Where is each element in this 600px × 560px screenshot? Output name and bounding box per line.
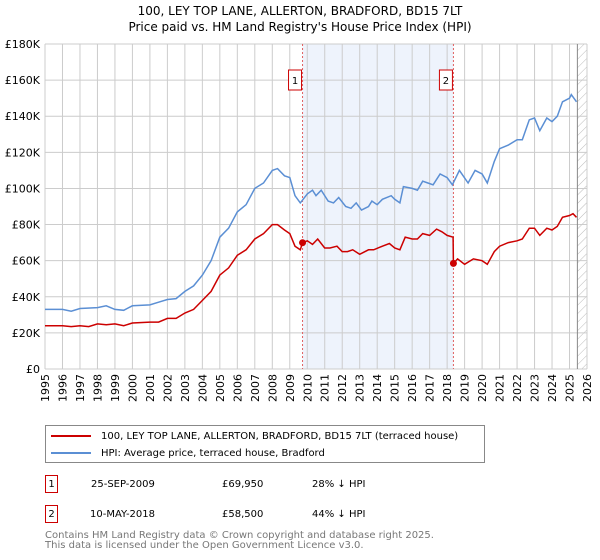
x-tick-label: 2000 (126, 374, 139, 402)
sale-date: 25-SEP-2009 (91, 479, 155, 490)
x-tick-label: 2017 (424, 374, 437, 402)
sale-hpi-diff: 44% ↓ HPI (312, 509, 366, 520)
x-tick-label: 2025 (564, 374, 577, 402)
legend-label: 100, LEY TOP LANE, ALLERTON, BRADFORD, B… (101, 430, 459, 442)
x-tick-label: 2007 (249, 374, 262, 402)
chart-title: 100, LEY TOP LANE, ALLERTON, BRADFORD, B… (137, 4, 463, 18)
footer-copyright: Contains HM Land Registry data © Crown c… (45, 530, 434, 541)
legend-swatch-red (51, 435, 91, 437)
y-tick-label: £120K (5, 146, 41, 159)
chart-subtitle: Price paid vs. HM Land Registry's House … (128, 20, 472, 34)
x-tick-label: 2020 (476, 374, 489, 402)
x-tick-label: 2019 (459, 374, 472, 402)
x-tick-label: 2006 (231, 374, 244, 402)
y-tick-label: £140K (5, 110, 41, 123)
sale-point (299, 239, 307, 247)
sale-date: 10-MAY-2018 (90, 509, 156, 520)
sale-row: 1 25-SEP-2009 £69,950 28% ↓ HPI (45, 475, 495, 495)
sale-badge-box (288, 69, 303, 91)
forecast-hatch (577, 44, 587, 369)
x-tick-label: 2014 (371, 374, 384, 402)
x-tick-label: 2011 (319, 374, 332, 402)
x-tick-label: 1998 (91, 374, 104, 402)
legend-swatch-blue (51, 452, 91, 454)
x-tick-label: 2008 (266, 374, 279, 402)
x-tick-label: 1997 (74, 374, 87, 402)
y-tick-label: £100K (5, 182, 41, 195)
footer: Contains HM Land Registry data © Crown c… (45, 531, 434, 551)
sale-badge-label: 1 (292, 76, 298, 87)
y-tick-label: £40K (12, 291, 41, 304)
y-tick-label: £180K (5, 38, 41, 51)
property-price-line (45, 212, 578, 328)
x-tick-label: 2004 (196, 374, 209, 402)
x-tick-label: 2002 (161, 374, 174, 402)
footer-licence: This data is licensed under the Open Gov… (45, 540, 364, 551)
sale-point (449, 259, 457, 267)
x-tick-label: 2013 (354, 374, 367, 402)
x-tick-label: 2023 (529, 374, 542, 402)
x-tick-label: 2021 (494, 374, 507, 402)
y-tick-label: £160K (5, 74, 41, 87)
x-tick-label: 2005 (214, 374, 227, 402)
sale-badge-label: 2 (443, 76, 449, 87)
y-tick-label: £0 (26, 363, 40, 376)
x-tick-label: 2018 (441, 374, 454, 402)
legend-item-property: 100, LEY TOP LANE, ALLERTON, BRADFORD, B… (51, 429, 458, 443)
x-tick-label: 2009 (284, 374, 297, 402)
sale-badge: 2 (45, 505, 58, 523)
y-tick-label: £60K (12, 255, 41, 268)
x-tick-label: 2003 (179, 374, 192, 402)
legend: 100, LEY TOP LANE, ALLERTON, BRADFORD, B… (45, 425, 485, 463)
sale-price: £58,500 (222, 509, 264, 520)
sale-hpi-diff: 28% ↓ HPI (312, 479, 366, 490)
x-tick-label: 1999 (109, 374, 122, 402)
y-tick-label: £20K (12, 327, 41, 340)
sale-badge: 1 (45, 475, 58, 493)
legend-label: HPI: Average price, terraced house, Brad… (101, 447, 325, 459)
x-tick-label: 2015 (389, 374, 402, 402)
x-tick-label: 2026 (581, 374, 594, 402)
sale-badge-box (438, 69, 453, 91)
legend-item-hpi: HPI: Average price, terraced house, Brad… (51, 446, 325, 460)
y-tick-label: £80K (12, 219, 41, 232)
x-tick-label: 2024 (546, 374, 559, 402)
shaded-period (302, 44, 454, 369)
x-tick-label: 2016 (406, 374, 419, 402)
hpi-line (45, 93, 578, 312)
sale-row: 2 10-MAY-2018 £58,500 44% ↓ HPI (45, 505, 495, 525)
x-tick-label: 1995 (39, 374, 52, 402)
sale-price: £69,950 (222, 479, 264, 490)
x-tick-label: 2010 (301, 374, 314, 402)
x-tick-label: 1996 (56, 374, 69, 402)
chart-plot: 1995 1996 1997 1998 1999 2000 2001 2002 2003 2004… (5, 38, 594, 402)
x-tick-label: 2022 (511, 374, 524, 402)
x-tick-label: 2012 (336, 374, 349, 402)
x-tick-label: 2001 (144, 374, 157, 402)
